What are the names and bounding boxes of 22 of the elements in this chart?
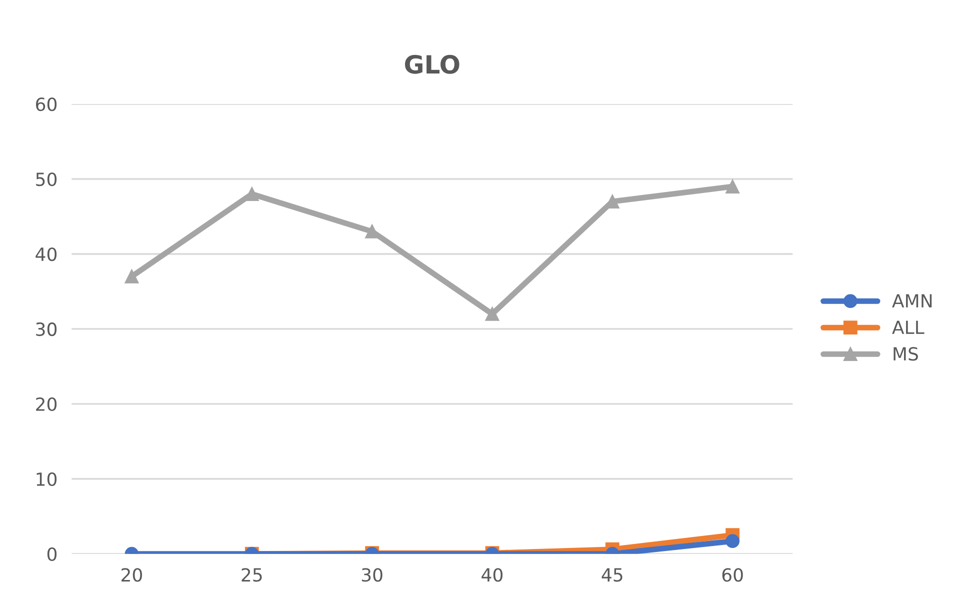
y-tick-label: 30	[36, 322, 57, 336]
point	[124, 270, 139, 284]
x-tick-label: 60	[722, 568, 743, 582]
y-tick-label: 60	[36, 98, 57, 112]
x-tick-label: 25	[242, 568, 262, 582]
y-tick-label: 50	[36, 172, 57, 186]
point	[365, 224, 379, 238]
legend-label: MS	[894, 347, 918, 361]
y-tick-label: 0	[47, 547, 57, 561]
x-tick-label: 40	[482, 568, 503, 582]
x-tick-label: 45	[602, 568, 622, 582]
legend-label: ALL	[892, 320, 924, 334]
chart-title: GLO	[404, 54, 460, 74]
x-tick-label: 20	[122, 568, 142, 582]
point	[244, 187, 259, 201]
point	[726, 180, 740, 194]
y-tick-label: 20	[36, 397, 57, 412]
point	[485, 307, 500, 321]
y-tick-label: 10	[36, 472, 57, 486]
legend-label: AMN	[892, 294, 932, 308]
y-tick-label: 40	[36, 247, 57, 262]
x-tick-label: 30	[362, 568, 382, 582]
